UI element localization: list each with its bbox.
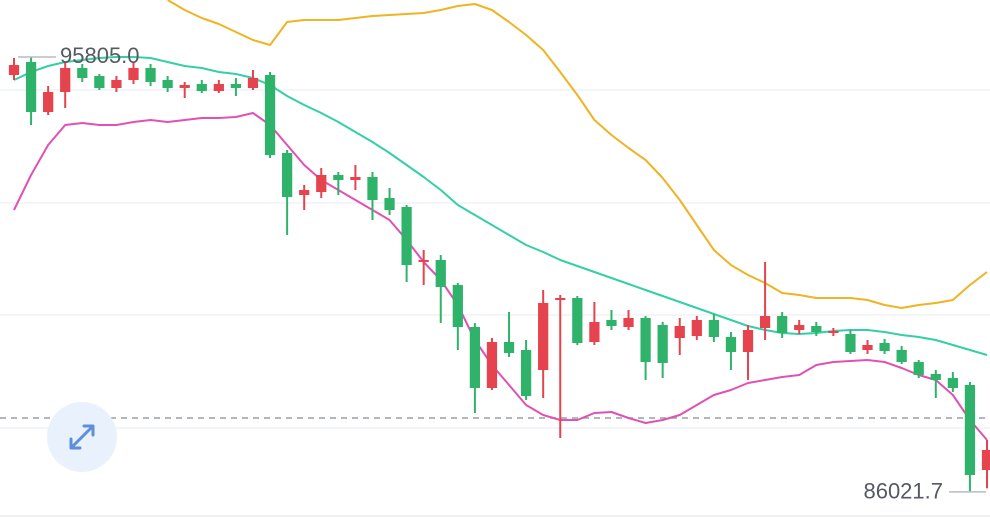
candle-body: [640, 318, 651, 362]
candle-body: [25, 62, 37, 112]
candle-body: [606, 320, 617, 326]
candle-body: [964, 385, 976, 475]
candle-body: [759, 316, 771, 328]
candle-body: [623, 318, 634, 327]
expand-icon-arrow-top[interactable]: [82, 424, 95, 437]
candle-body: [230, 84, 242, 88]
candle-body: [367, 177, 378, 200]
candles: [8, 57, 990, 492]
low-label: 86021.7: [863, 479, 943, 504]
candle-body: [111, 80, 122, 88]
candle-body: [777, 316, 788, 333]
candle-body: [486, 342, 498, 388]
candle-body: [128, 68, 139, 80]
candle-body: [247, 78, 259, 88]
candle-body: [350, 177, 361, 180]
candle-body: [725, 337, 737, 352]
candle-body: [879, 343, 890, 351]
candle-body: [8, 65, 20, 75]
expand-icon-arrow-bottom[interactable]: [69, 437, 82, 450]
expand-icon-diagonal[interactable]: [70, 425, 94, 449]
candle-body: [503, 342, 515, 353]
candle-body: [179, 85, 190, 88]
candle-body: [862, 345, 873, 350]
candle-body: [316, 175, 327, 192]
candle-body: [555, 298, 566, 300]
high-label: 95805.0: [60, 43, 140, 68]
candle-body: [282, 153, 293, 197]
candle-body: [742, 330, 754, 352]
candle-body: [469, 327, 481, 388]
candle-body: [60, 68, 71, 92]
candle-body: [162, 80, 173, 88]
candle-body: [674, 326, 685, 338]
expand-button[interactable]: [47, 402, 117, 472]
candle-body: [418, 260, 429, 262]
candle-body: [196, 84, 207, 91]
bands: [13, 0, 988, 441]
candle-body: [691, 320, 702, 336]
band-line: [167, 0, 988, 309]
candle-body: [94, 76, 105, 88]
band-line: [13, 56, 988, 356]
candle-body: [435, 260, 446, 287]
candle-body: [264, 75, 276, 155]
candle-body: [981, 450, 990, 470]
expand-icon[interactable]: [69, 424, 95, 450]
candle-body: [299, 190, 310, 195]
candle-body: [401, 207, 412, 265]
candle-body: [333, 175, 344, 180]
candle-body: [896, 350, 907, 362]
candle-body: [845, 334, 856, 352]
candle-body: [43, 92, 54, 112]
candle-body: [77, 68, 88, 78]
candle-body: [828, 331, 839, 333]
candle-body: [811, 326, 822, 332]
band-line: [13, 112, 988, 441]
candle-body: [145, 68, 156, 82]
candle-body: [930, 374, 941, 380]
candle-body: [213, 84, 224, 91]
candle-body: [520, 350, 532, 396]
candle-body: [538, 303, 549, 370]
labels: 95805.0 86021.7: [18, 43, 986, 504]
candle-body: [708, 320, 719, 337]
candle-body: [452, 285, 463, 327]
grid: [0, 89, 990, 429]
candle-body: [947, 378, 958, 388]
candle-body: [572, 298, 583, 343]
candle-body: [794, 325, 805, 330]
candle-body: [589, 322, 600, 342]
candle-body: [384, 198, 395, 210]
candle-body: [657, 325, 668, 363]
candle-body: [913, 362, 924, 375]
